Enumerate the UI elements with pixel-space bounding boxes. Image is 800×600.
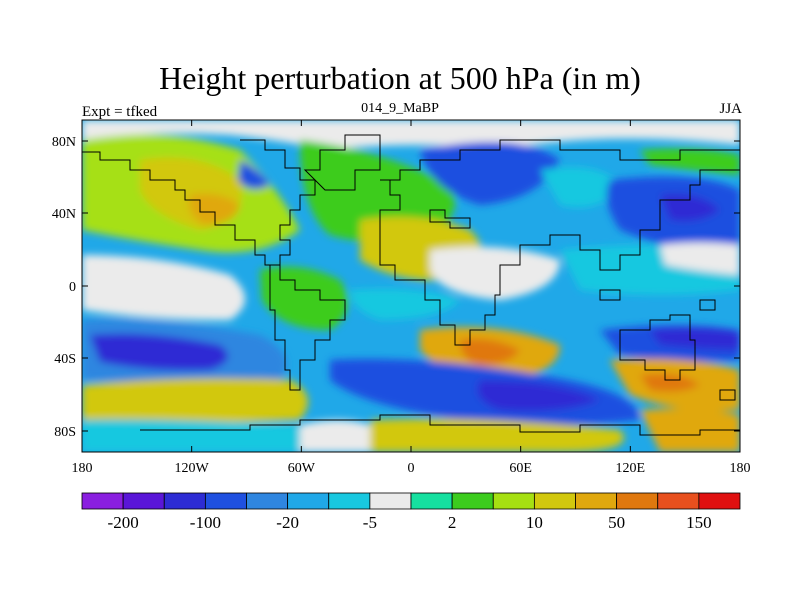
- experiment-label: Expt = tfked: [82, 104, 158, 120]
- lon-tick-label: 120E: [616, 461, 646, 476]
- lon-tick-label: 60W: [288, 461, 316, 476]
- colorbar-swatch: [616, 492, 659, 510]
- colorbar-swatch: [492, 492, 535, 510]
- colorbar-swatch: [451, 492, 494, 510]
- colorbar-label: 50: [608, 513, 625, 532]
- contour-field: [82, 120, 740, 452]
- colorbar-swatch: [122, 492, 165, 510]
- colorbar-swatch: [287, 492, 330, 510]
- colorbar-swatch: [410, 492, 453, 510]
- colorbar-swatch: [246, 492, 289, 510]
- lon-tick-label: 180: [72, 461, 93, 476]
- lon-tick-label: 180: [730, 461, 751, 476]
- colorbar-swatch: [204, 492, 247, 510]
- colorbar: -200 -100 -20 -5 2 10 50 150: [81, 492, 741, 532]
- lat-tick-label: 80S: [54, 425, 76, 440]
- colorbar-swatch: [328, 492, 371, 510]
- colorbar-swatch: [533, 492, 576, 510]
- colorbar-label: -200: [108, 513, 139, 532]
- colorbar-swatch: [81, 492, 124, 510]
- colorbar-label: 2: [448, 513, 457, 532]
- colorbar-label: 10: [526, 513, 543, 532]
- lon-tick-label: 120W: [175, 461, 210, 476]
- colorbar-swatch: [698, 492, 741, 510]
- lat-tick-label: 40N: [52, 207, 76, 222]
- colorbar-swatch: [657, 492, 700, 510]
- plot-title: Height perturbation at 500 hPa (in m): [159, 60, 641, 96]
- lat-tick-label: 40S: [54, 352, 76, 367]
- colorbar-swatch: [163, 492, 206, 510]
- lat-tick-label: 80N: [52, 135, 76, 150]
- coastlines: [82, 134, 740, 436]
- lat-tick-label: 0: [69, 280, 76, 295]
- colorbar-label: -20: [276, 513, 299, 532]
- colorbar-swatch: [369, 492, 412, 510]
- colorbar-swatch: [575, 492, 618, 510]
- lon-tick-label: 60E: [509, 461, 532, 476]
- case-label: 014_9_MaBP: [361, 101, 439, 116]
- colorbar-label: -100: [190, 513, 221, 532]
- colorbar-label: -5: [363, 513, 377, 532]
- season-label: JJA: [719, 101, 742, 117]
- lon-tick-label: 0: [408, 461, 415, 476]
- latitude-axis: 80N 40N 0 40S 80S: [52, 135, 740, 440]
- colorbar-label: 150: [686, 513, 712, 532]
- longitude-axis: 180 120W 60W 0 60E 120E 180: [72, 120, 751, 476]
